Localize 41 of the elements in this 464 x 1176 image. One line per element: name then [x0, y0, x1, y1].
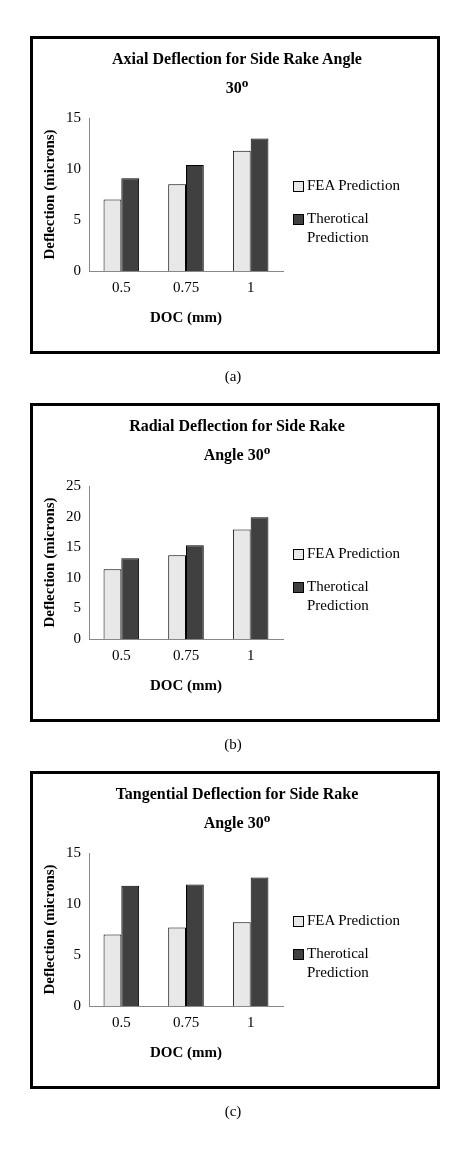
y-tick-label: 0	[73, 996, 81, 1013]
legend-label: Therotical Prediction	[307, 944, 370, 982]
y-tick-label: 0	[73, 262, 81, 279]
legend-label: FEA Prediction	[307, 911, 400, 930]
x-tick-label: 0.5	[111, 279, 131, 296]
legend-label: FEA Prediction	[307, 543, 400, 563]
legend-label: Therotical Prediction	[307, 209, 370, 248]
text: (a)	[223, 368, 243, 386]
y-axis-title: Deflection (microns)	[40, 129, 58, 260]
x-tick-label: 1	[246, 646, 255, 663]
text: (c)	[223, 1102, 243, 1120]
x-axis-title: DOC (mm)	[149, 309, 223, 327]
x-tick-label: 1	[246, 279, 255, 296]
chart-title: Radial Deflection for Side Rake Angle 30$^{o}$	[128, 416, 346, 466]
y-tick-label: 5	[73, 598, 81, 615]
y-tick-label: 5	[73, 945, 81, 962]
y-tick-label: 10	[66, 568, 81, 585]
x-tick-label: 0.75	[172, 1013, 200, 1030]
chart-title: Tangential Deflection for Side Rake Angle 30$^{o}$	[114, 783, 360, 834]
y-tick-label: 5	[73, 211, 81, 228]
x-tick-label: 0.75	[172, 646, 200, 663]
x-tick-label: 0.5	[111, 646, 131, 663]
y-axis-title: Deflection (microns)	[40, 497, 58, 628]
y-tick-label: 15	[66, 537, 81, 554]
y-tick-label: 10	[66, 894, 81, 911]
y-tick-label: 10	[66, 160, 81, 177]
y-tick-label: 15	[66, 843, 81, 860]
chart-title: Axial Deflection for Side Rake Angle 30$^{o}$	[111, 49, 363, 99]
x-axis-title: DOC (mm)	[149, 1043, 223, 1061]
y-tick-label: 25	[66, 476, 81, 493]
legend-label: FEA Prediction	[307, 176, 400, 196]
x-tick-label: 0.75	[172, 279, 200, 296]
legend-label: Therotical Prediction	[307, 576, 370, 615]
y-tick-label: 15	[66, 109, 81, 126]
x-axis-title: DOC (mm)	[149, 676, 223, 694]
text: (b)	[223, 735, 243, 753]
y-axis-title: Deflection (microns)	[40, 864, 58, 995]
y-tick-label: 0	[73, 629, 81, 646]
x-tick-label: 1	[246, 1013, 255, 1030]
y-tick-label: 20	[66, 507, 81, 524]
x-tick-label: 0.5	[111, 1013, 131, 1030]
